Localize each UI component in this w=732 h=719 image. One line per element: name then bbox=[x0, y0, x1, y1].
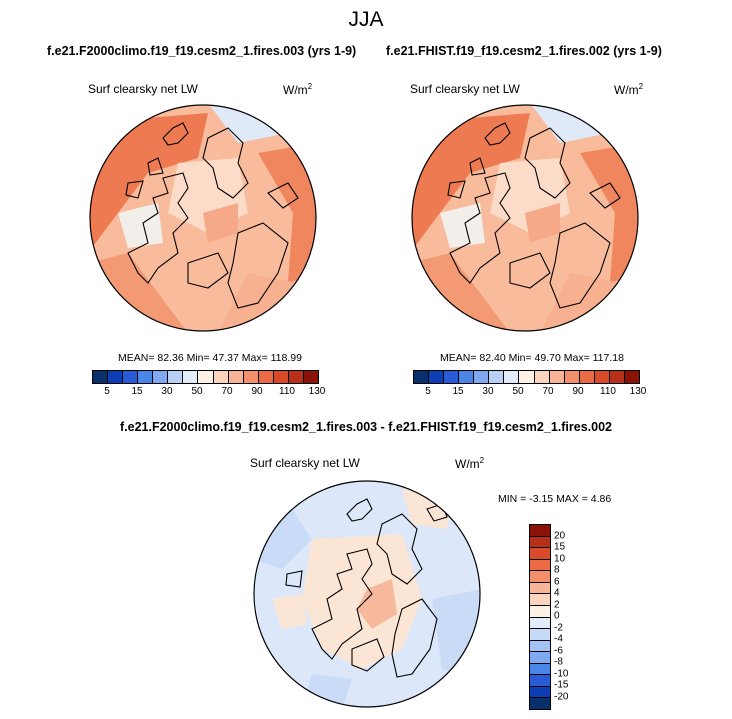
colorbar-swatch bbox=[530, 594, 550, 606]
colorbar-tick-label: 70 bbox=[221, 386, 233, 397]
colorbar-swatch bbox=[564, 371, 580, 383]
colorbar-tick-label: 70 bbox=[542, 386, 554, 397]
colorbar-swatch bbox=[530, 675, 550, 687]
colorbar-swatch bbox=[258, 371, 274, 383]
panel-1-stats: MEAN= 82.36 Min= 47.37 Max= 118.99 bbox=[118, 352, 302, 364]
panel-2-units: W/m2 bbox=[614, 82, 644, 97]
colorbar-swatch bbox=[138, 371, 154, 383]
colorbar-tick-label: 110 bbox=[600, 386, 616, 397]
colorbar-tick-label: 4 bbox=[554, 587, 560, 599]
colorbar-tick-label: -2 bbox=[554, 622, 563, 633]
colorbar-tick-label: 2 bbox=[554, 599, 560, 610]
colorbar-swatch bbox=[429, 371, 445, 383]
colorbar-tick-label: 90 bbox=[251, 386, 263, 397]
colorbar-tick-label: 5 bbox=[104, 386, 110, 397]
panel-1-run-title: f.e21.F2000climo.f19_f19.cesm2_1.fires.0… bbox=[47, 44, 357, 58]
colorbar-tick-label: 130 bbox=[308, 386, 326, 397]
colorbar-swatch bbox=[228, 371, 244, 383]
colorbar-swatch bbox=[288, 371, 304, 383]
diff-polar-map bbox=[253, 480, 481, 708]
colorbar-swatch bbox=[93, 371, 109, 383]
colorbar-swatch bbox=[530, 536, 550, 549]
colorbar-swatch bbox=[183, 371, 199, 383]
colorbar-tick-label: 30 bbox=[161, 386, 173, 397]
panel-1-colorbar-ticks: 5 15 30 50 70 90 110 130 bbox=[92, 386, 325, 400]
colorbar-swatch bbox=[108, 371, 124, 383]
colorbar-tick-label: 8 bbox=[554, 564, 560, 576]
colorbar-tick-label: 50 bbox=[512, 386, 524, 397]
colorbar-swatch bbox=[530, 571, 550, 583]
colorbar-swatch bbox=[153, 371, 169, 383]
colorbar-swatch bbox=[530, 698, 550, 709]
colorbar-swatch bbox=[579, 371, 595, 383]
colorbar-tick-label: -6 bbox=[554, 645, 563, 656]
colorbar-tick-label: 15 bbox=[554, 541, 566, 553]
colorbar-swatch bbox=[534, 371, 550, 383]
panel-1-variable-label: Surf clearsky net LW bbox=[88, 82, 198, 96]
colorbar-tick-label: -8 bbox=[554, 656, 563, 668]
colorbar-swatch bbox=[273, 371, 289, 383]
diff-colorbar-ticks: 20 15 10 8 6 4 2 0 -2 -4 -6 -8 -10 -15 -20 bbox=[554, 524, 594, 708]
colorbar-swatch bbox=[303, 371, 318, 383]
colorbar-swatch bbox=[414, 371, 430, 383]
colorbar-tick-label: -20 bbox=[554, 691, 569, 702]
colorbar-swatch bbox=[168, 371, 184, 383]
colorbar-swatch bbox=[530, 686, 550, 699]
panel-2-stats: MEAN= 82.40 Min= 49.70 Max= 117.18 bbox=[440, 352, 624, 364]
colorbar-swatch bbox=[198, 371, 214, 383]
colorbar-swatch bbox=[594, 371, 610, 383]
diff-title: f.e21.F2000climo.f19_f19.cesm2_1.fires.0… bbox=[120, 420, 612, 434]
panel-1-colorbar bbox=[92, 370, 319, 384]
diff-units: W/m2 bbox=[455, 456, 485, 471]
colorbar-tick-label: 10 bbox=[554, 553, 566, 564]
colorbar-swatch bbox=[549, 371, 565, 383]
colorbar-tick-label: 50 bbox=[191, 386, 203, 397]
panel-1-units: W/m2 bbox=[283, 82, 313, 97]
colorbar-swatch bbox=[213, 371, 229, 383]
colorbar-swatch bbox=[530, 663, 550, 676]
colorbar-tick-label: -4 bbox=[554, 633, 563, 645]
colorbar-swatch bbox=[530, 582, 550, 595]
diff-variable-label: Surf clearsky net LW bbox=[250, 456, 360, 470]
diff-colorbar bbox=[529, 524, 551, 710]
colorbar-tick-label: -15 bbox=[554, 679, 569, 691]
colorbar-swatch bbox=[609, 371, 625, 383]
colorbar-tick-label: 20 bbox=[554, 530, 566, 541]
colorbar-swatch bbox=[243, 371, 259, 383]
colorbar-tick-label: 90 bbox=[572, 386, 584, 397]
colorbar-swatch bbox=[489, 371, 505, 383]
panel-1-polar-map bbox=[89, 104, 317, 332]
colorbar-swatch bbox=[504, 371, 520, 383]
colorbar-swatch bbox=[459, 371, 475, 383]
plot-title: JJA bbox=[348, 8, 384, 31]
panel-2-colorbar bbox=[413, 370, 640, 384]
colorbar-swatch bbox=[530, 640, 550, 653]
colorbar-tick-label: 6 bbox=[554, 576, 560, 587]
colorbar-tick-label: 15 bbox=[452, 386, 464, 397]
colorbar-swatch bbox=[530, 525, 550, 537]
colorbar-tick-label: 15 bbox=[131, 386, 143, 397]
diff-stats: MIN = -3.15 MAX = 4.86 bbox=[498, 493, 612, 505]
colorbar-swatch bbox=[444, 371, 460, 383]
colorbar-swatch bbox=[530, 548, 550, 560]
colorbar-swatch bbox=[530, 617, 550, 630]
colorbar-tick-label: 30 bbox=[482, 386, 494, 397]
colorbar-tick-label: 110 bbox=[279, 386, 295, 397]
colorbar-tick-label: 5 bbox=[425, 386, 431, 397]
colorbar-swatch bbox=[530, 629, 550, 641]
panel-2-polar-map bbox=[411, 104, 639, 332]
colorbar-swatch bbox=[530, 559, 550, 572]
panel-2-variable-label: Surf clearsky net LW bbox=[410, 82, 520, 96]
colorbar-swatch bbox=[519, 371, 535, 383]
colorbar-swatch bbox=[123, 371, 139, 383]
panel-2-colorbar-ticks: 5 15 30 50 70 90 110 130 bbox=[413, 386, 646, 400]
panel-2-run-title: f.e21.FHIST.f19_f19.cesm2_1.fires.002 (y… bbox=[386, 44, 662, 58]
colorbar-swatch bbox=[530, 652, 550, 664]
colorbar-swatch bbox=[474, 371, 490, 383]
colorbar-tick-label: 0 bbox=[554, 610, 560, 622]
colorbar-tick-label: -10 bbox=[554, 668, 569, 679]
colorbar-tick-label: 130 bbox=[629, 386, 647, 397]
colorbar-swatch bbox=[624, 371, 639, 383]
colorbar-swatch bbox=[530, 605, 550, 618]
